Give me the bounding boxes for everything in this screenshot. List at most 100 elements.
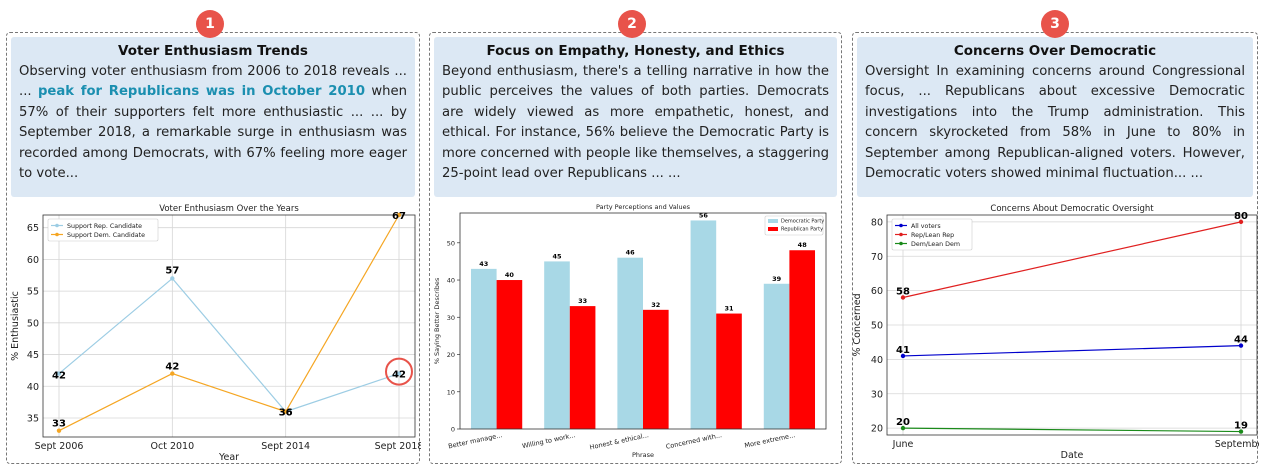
bar <box>617 257 643 429</box>
legend-label: Republican Party <box>781 227 823 233</box>
data-label: 58 <box>896 287 910 298</box>
legend-label: Support Dem. Candidate <box>67 232 145 239</box>
x-tick-label: September <box>1215 439 1259 450</box>
plot-frame <box>459 212 827 430</box>
y-tick-label: 50 <box>871 321 883 332</box>
legend-box <box>891 218 973 251</box>
data-point <box>1238 429 1244 434</box>
y-axis-label: % Enthusiastic <box>10 291 21 361</box>
data-point <box>1238 343 1244 348</box>
story-text: Observing voter enthusiasm from 2006 to … <box>19 64 407 100</box>
y-tick-label: 10 <box>447 388 455 396</box>
y-tick-label: 20 <box>447 351 455 359</box>
y-tick-label: 35 <box>27 413 39 424</box>
data-point <box>900 295 906 300</box>
data-label: 31 <box>724 305 734 313</box>
story-text-box: Voter Enthusiasm Trends Observing voter … <box>11 37 415 197</box>
data-label: 57 <box>165 265 179 276</box>
data-label: 42 <box>52 371 66 382</box>
y-tick-label: 50 <box>27 318 39 329</box>
legend-marker <box>899 232 903 237</box>
data-label: 41 <box>896 345 910 356</box>
story-panel-1: Voter Enthusiasm Trends Observing voter … <box>6 32 421 464</box>
y-axis-label: % Saying Better Describes <box>433 277 441 364</box>
y-tick-label: 40 <box>447 277 455 285</box>
legend-marker <box>899 241 903 246</box>
x-tick-label: Sept 2006 <box>35 441 84 452</box>
series-line <box>902 221 1242 299</box>
data-point <box>170 371 175 376</box>
x-axis-label: Phrase <box>632 451 654 459</box>
data-label: 56 <box>699 211 709 219</box>
y-tick-label: 70 <box>871 252 883 263</box>
story-text-continued: when 57% of their supporters felt more e… <box>19 84 407 182</box>
series-line <box>58 214 400 432</box>
legend-swatch <box>768 227 778 231</box>
data-point <box>900 425 906 431</box>
data-label: 19 <box>1234 421 1248 432</box>
x-axis-label: Year <box>218 452 239 463</box>
data-point <box>170 276 175 281</box>
legend-label: All voters <box>911 223 941 230</box>
bar <box>789 250 816 429</box>
data-label: 43 <box>479 260 488 268</box>
y-tick-label: 40 <box>871 355 883 366</box>
story-title: Voter Enthusiasm Trends <box>118 43 308 59</box>
bar <box>470 268 497 429</box>
story-text-box: Focus on Empathy, Honesty, and Ethics Be… <box>434 37 837 197</box>
chart-title: Concerns About Democratic Oversight <box>990 204 1154 214</box>
data-label: 48 <box>798 241 808 249</box>
x-tick-label: Better manage... <box>448 431 504 450</box>
data-label: 32 <box>651 301 660 309</box>
legend-label: Rep/Lean Rep <box>911 232 954 239</box>
x-tick-label: More extreme... <box>744 431 796 450</box>
x-tick-label: Sept 2018 <box>375 441 421 452</box>
highlight-ring <box>385 357 413 386</box>
x-axis-label: Date <box>1061 450 1084 461</box>
data-point <box>1238 219 1244 225</box>
data-label: 44 <box>1234 335 1248 346</box>
legend-marker <box>899 223 903 228</box>
x-tick-label: June <box>892 439 914 450</box>
y-tick-label: 45 <box>27 350 39 361</box>
y-tick-label: 50 <box>447 239 455 247</box>
bar <box>690 220 717 429</box>
data-label: 45 <box>552 252 562 260</box>
legend-label: Democratic Party <box>781 219 824 225</box>
story-body: Beyond enthusiasm, there's a telling nar… <box>442 64 829 182</box>
oversight-line-chart: Concerns About Democratic Oversight 20 30 4… <box>853 204 1259 461</box>
enthusiasm-line-chart: Voter Enthusiasm Over the Years 35 40 45 50 5… <box>10 204 421 463</box>
bar <box>643 309 669 429</box>
story-body: Oversight In examining concerns around C… <box>865 64 1245 182</box>
story-title: Focus on Empathy, Honesty, and Ethics <box>486 43 785 59</box>
y-tick-label: 65 <box>27 223 39 234</box>
series-line <box>902 427 1242 433</box>
legend-marker <box>55 232 59 237</box>
story-panel-2: Focus on Empathy, Honesty, and Ethics Be… <box>429 32 842 464</box>
y-tick-label: 60 <box>871 286 883 297</box>
y-tick-label: 30 <box>871 389 883 400</box>
legend-box <box>47 218 159 242</box>
data-label: 46 <box>626 249 636 257</box>
y-tick-label: 20 <box>871 424 883 435</box>
data-point <box>283 409 288 414</box>
step-badge-2: 2 <box>618 10 646 38</box>
y-tick-label: 40 <box>27 382 39 393</box>
y-tick-label: 0 <box>451 426 455 434</box>
data-label: 80 <box>1234 211 1248 222</box>
bar <box>763 283 790 429</box>
story-title: Concerns Over Democratic <box>953 43 1157 59</box>
data-point <box>396 212 402 218</box>
story-body: Observing voter enthusiasm from 2006 to … <box>19 62 407 184</box>
party-perceptions-bar-chart: Party Perceptions and Values 0 10 20 30 40 50 4… <box>433 203 827 459</box>
series-line <box>58 277 400 413</box>
chart-title: Voter Enthusiasm Over the Years <box>159 204 299 214</box>
x-tick-label: Concerned with... <box>665 431 722 451</box>
y-axis-label: % Concerned <box>853 293 863 356</box>
data-label: 20 <box>896 417 910 428</box>
legend-swatch <box>768 219 778 223</box>
x-tick-label: Honest & ethical... <box>589 431 650 451</box>
data-label: 42 <box>392 370 406 381</box>
series-line <box>902 345 1242 357</box>
data-label: 33 <box>52 419 66 430</box>
